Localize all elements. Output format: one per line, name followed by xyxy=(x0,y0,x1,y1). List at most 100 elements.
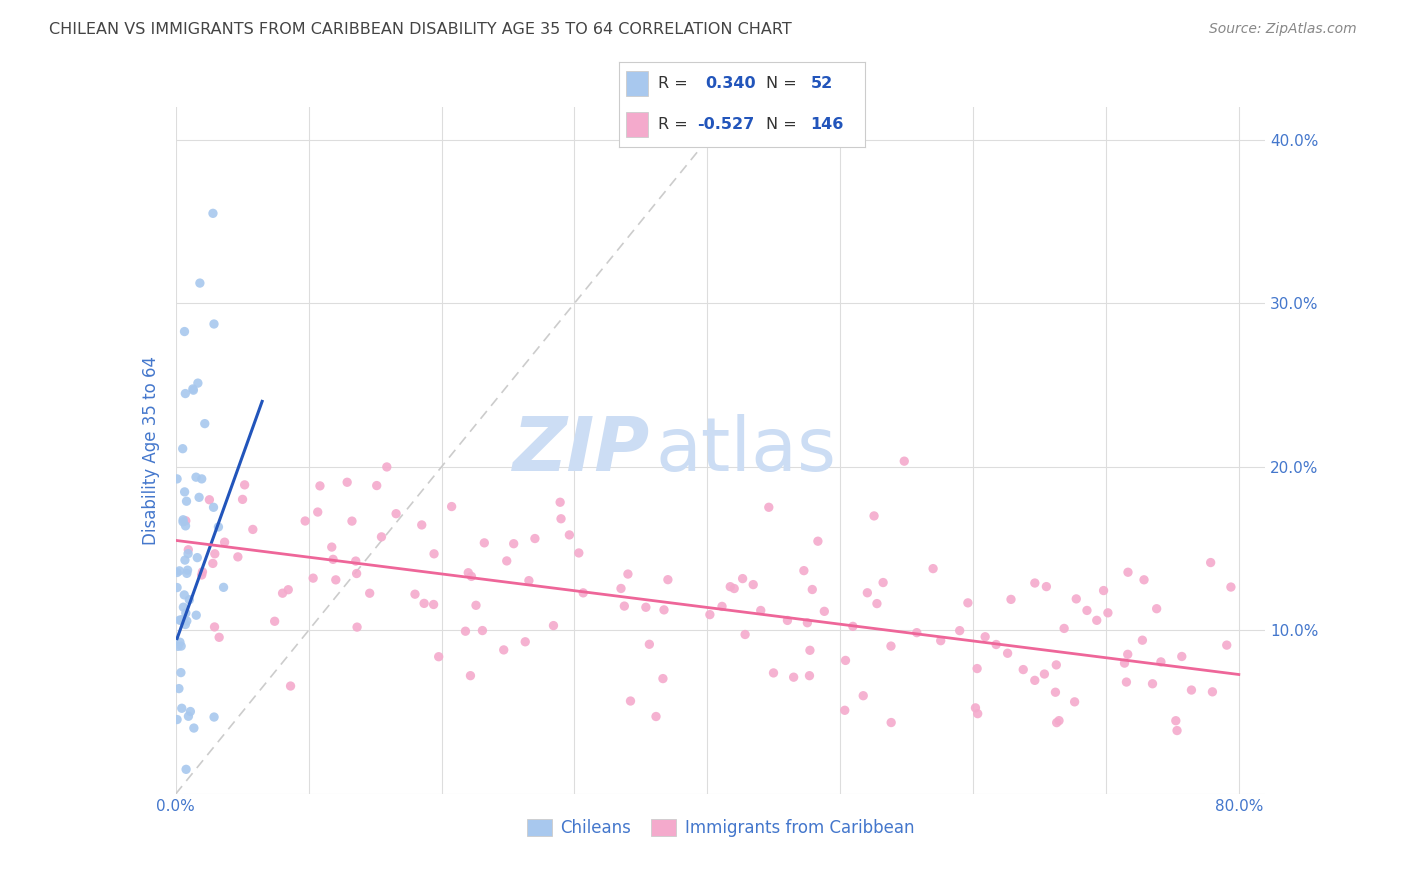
Point xyxy=(502,537,524,551)
Point xyxy=(801,582,824,597)
Point xyxy=(1033,667,1056,681)
Point xyxy=(263,614,285,628)
Point xyxy=(204,620,226,634)
Point xyxy=(880,639,903,653)
Point xyxy=(949,624,972,638)
Point xyxy=(366,478,388,492)
Point xyxy=(307,505,329,519)
Bar xyxy=(626,112,648,137)
Point xyxy=(457,566,479,580)
Point xyxy=(174,617,197,632)
Point xyxy=(344,554,367,568)
Point xyxy=(617,567,640,582)
Point xyxy=(758,500,780,515)
Point xyxy=(1171,649,1194,664)
Text: 0.340: 0.340 xyxy=(704,76,755,91)
Point xyxy=(782,670,804,684)
Point xyxy=(166,472,188,486)
Text: Source: ZipAtlas.com: Source: ZipAtlas.com xyxy=(1209,22,1357,37)
Point xyxy=(174,386,197,401)
Point xyxy=(385,507,408,521)
Point xyxy=(346,620,368,634)
Point xyxy=(174,762,197,776)
Point xyxy=(796,615,818,630)
Point xyxy=(711,599,734,614)
Point xyxy=(1045,685,1067,699)
Point xyxy=(340,514,363,528)
Point xyxy=(170,639,193,653)
Point xyxy=(188,491,211,505)
Point xyxy=(460,668,482,682)
Point xyxy=(194,417,217,431)
Text: CHILEAN VS IMMIGRANTS FROM CARIBBEAN DISABILITY AGE 35 TO 64 CORRELATION CHART: CHILEAN VS IMMIGRANTS FROM CARIBBEAN DIS… xyxy=(49,22,792,37)
Point xyxy=(271,586,294,600)
Point xyxy=(460,569,482,583)
Point xyxy=(280,679,302,693)
Point xyxy=(440,500,463,514)
Point xyxy=(169,613,191,627)
Point xyxy=(370,530,392,544)
Point xyxy=(749,603,772,617)
Point xyxy=(277,582,299,597)
Point xyxy=(190,472,212,486)
Point xyxy=(974,630,997,644)
Point xyxy=(880,715,903,730)
Point xyxy=(652,603,675,617)
Point xyxy=(1012,663,1035,677)
Point xyxy=(550,512,572,526)
Point xyxy=(166,581,188,595)
Point xyxy=(776,614,799,628)
Point xyxy=(922,561,945,575)
Point xyxy=(742,577,765,591)
Point xyxy=(799,643,821,657)
Point xyxy=(454,624,477,639)
Text: R =: R = xyxy=(658,117,688,132)
Point xyxy=(232,492,254,507)
Point xyxy=(212,580,235,594)
Point xyxy=(645,709,668,723)
Point xyxy=(202,710,225,724)
Point xyxy=(1199,556,1222,570)
Point xyxy=(181,382,204,396)
Point xyxy=(294,514,316,528)
Point xyxy=(172,442,194,456)
Point xyxy=(166,566,188,580)
Point xyxy=(177,542,200,557)
Point xyxy=(177,709,200,723)
Point xyxy=(1097,606,1119,620)
Point xyxy=(411,517,433,532)
Point xyxy=(204,547,226,561)
Point xyxy=(167,640,190,654)
Point xyxy=(186,550,208,565)
Point xyxy=(176,566,198,581)
Point xyxy=(1133,573,1156,587)
Point xyxy=(1076,603,1098,617)
Point xyxy=(905,625,928,640)
Text: N =: N = xyxy=(766,76,797,91)
Point xyxy=(734,627,756,641)
Point xyxy=(174,514,197,528)
Point xyxy=(807,534,830,549)
Point xyxy=(184,470,207,484)
Point xyxy=(966,662,988,676)
Text: N =: N = xyxy=(766,117,797,132)
Point xyxy=(863,508,886,523)
Point xyxy=(173,484,195,499)
Point xyxy=(997,646,1019,660)
Point xyxy=(169,564,191,578)
Text: 146: 146 xyxy=(810,117,844,132)
Bar xyxy=(626,71,648,96)
Point xyxy=(652,672,675,686)
Point xyxy=(634,600,657,615)
Point xyxy=(723,582,745,596)
Point xyxy=(731,572,754,586)
Point xyxy=(762,665,785,680)
Text: -0.527: -0.527 xyxy=(697,117,755,132)
Point xyxy=(799,668,821,682)
Point xyxy=(523,532,546,546)
Point xyxy=(346,566,368,581)
Point xyxy=(1092,583,1115,598)
Point xyxy=(543,618,565,632)
Point xyxy=(172,513,194,527)
Point xyxy=(495,554,517,568)
